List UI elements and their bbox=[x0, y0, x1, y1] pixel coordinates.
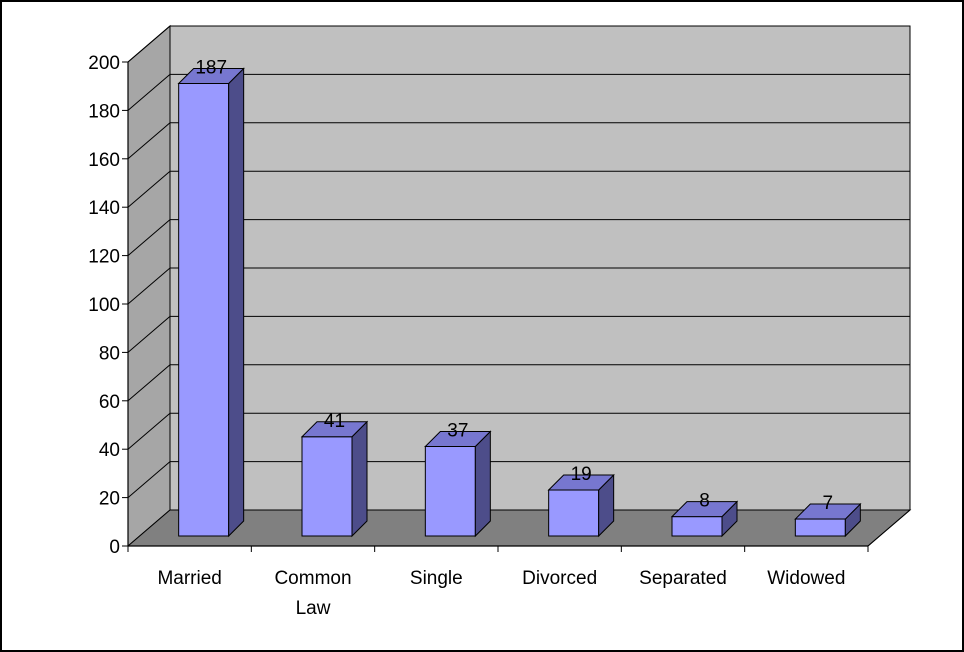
floor bbox=[126, 509, 912, 547]
chart-walls bbox=[126, 24, 912, 548]
data-label: 19 bbox=[571, 464, 592, 485]
x-category-label: Common bbox=[274, 568, 351, 589]
x-category-label: Married bbox=[157, 568, 221, 589]
data-label: 7 bbox=[823, 493, 834, 514]
data-labels: 187 41 37 19 8 7 bbox=[195, 57, 833, 514]
gridline-side bbox=[127, 74, 171, 111]
data-label: 187 bbox=[195, 57, 227, 78]
bar-top bbox=[300, 421, 369, 438]
bar-top bbox=[547, 474, 615, 491]
bar-top bbox=[794, 503, 862, 520]
data-label: 41 bbox=[324, 411, 345, 432]
gridline-side bbox=[127, 461, 171, 498]
y-tick-label: 180 bbox=[88, 101, 120, 122]
bar-top bbox=[670, 501, 739, 518]
bars bbox=[177, 67, 862, 538]
gridline-side bbox=[127, 170, 171, 208]
bar-side bbox=[474, 430, 491, 538]
gridline-side bbox=[127, 25, 171, 63]
x-axis-category-labels: Married Common Law Single Divorced Separated W… bbox=[157, 568, 845, 619]
x-category-label: Widowed bbox=[767, 568, 845, 589]
bar-side bbox=[351, 420, 368, 538]
bar-divorced bbox=[548, 489, 600, 537]
gridline-side bbox=[127, 267, 171, 305]
bar-separated bbox=[671, 516, 723, 537]
gridline-side bbox=[127, 122, 171, 160]
x-category-label: Single bbox=[410, 568, 463, 589]
bar-top bbox=[177, 67, 245, 84]
axes bbox=[122, 61, 911, 552]
y-tick-label: 20 bbox=[99, 489, 120, 510]
y-tick-label: 120 bbox=[88, 247, 120, 268]
y-tick-label: 160 bbox=[88, 150, 120, 171]
y-tick-label: 80 bbox=[99, 343, 120, 364]
y-tick-label: 140 bbox=[88, 198, 120, 219]
bar-widowed bbox=[794, 518, 846, 537]
gridlines bbox=[127, 25, 910, 498]
y-tick-label: 100 bbox=[88, 295, 120, 316]
data-label: 8 bbox=[699, 491, 710, 512]
y-tick-label: 60 bbox=[99, 392, 120, 413]
y-tick-label: 40 bbox=[99, 440, 120, 461]
gridline-side bbox=[127, 364, 171, 402]
x-category-label: Divorced bbox=[522, 568, 597, 589]
x-category-label: Separated bbox=[639, 568, 727, 589]
bar-married bbox=[178, 82, 230, 537]
y-axis-tick-labels: 0 20 40 60 80 100 120 140 160 180 200 bbox=[88, 53, 120, 558]
y-tick-label: 0 bbox=[109, 537, 120, 558]
bar-common-law bbox=[301, 436, 353, 537]
gridline-side bbox=[127, 219, 171, 256]
bar-single bbox=[424, 445, 476, 537]
bar-top bbox=[424, 430, 492, 447]
bar-side bbox=[228, 67, 245, 538]
x-category-label: Law bbox=[296, 598, 331, 619]
floor-edge bbox=[867, 509, 911, 547]
data-label: 37 bbox=[447, 420, 468, 441]
y-tick-label: 200 bbox=[88, 53, 120, 74]
gridline-side bbox=[127, 412, 171, 450]
gridline-side bbox=[127, 316, 171, 353]
